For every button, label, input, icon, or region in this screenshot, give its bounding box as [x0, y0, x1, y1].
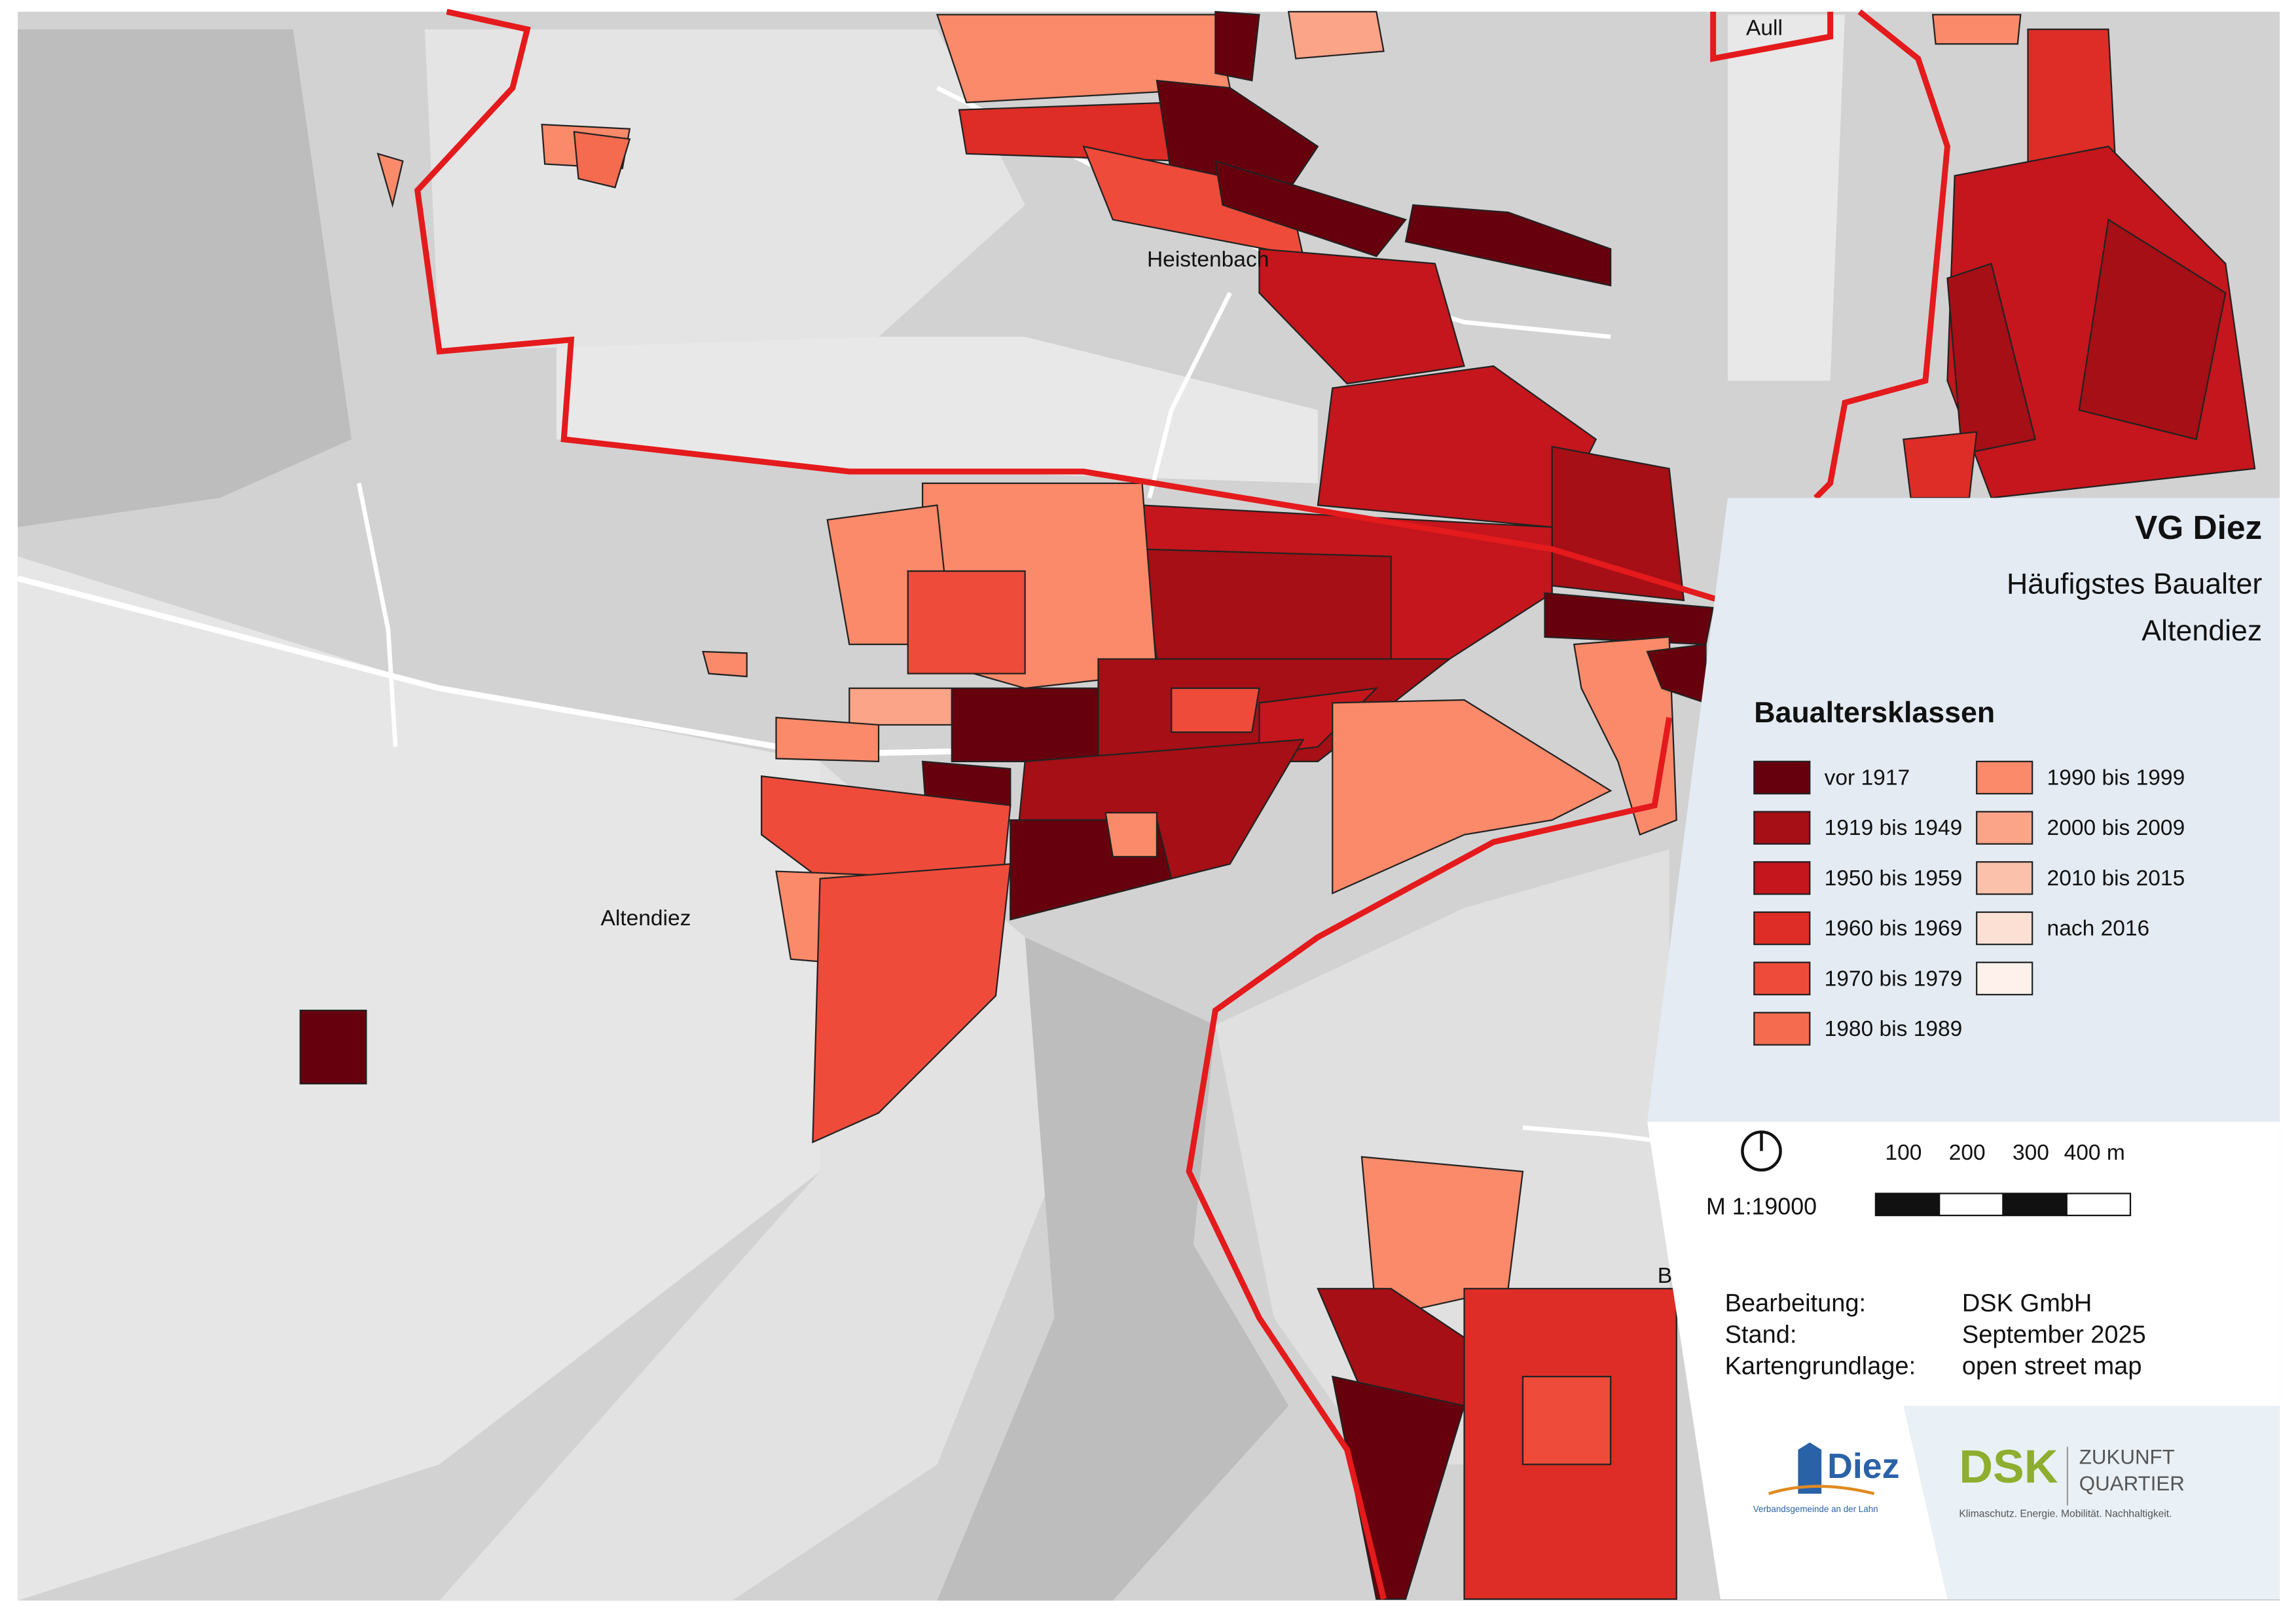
legend-swatch	[1753, 760, 1811, 795]
scale-label: 400 m	[2064, 1141, 2125, 1165]
legend-swatch	[1976, 961, 2033, 995]
panel-title: VG Diez	[2135, 508, 2262, 546]
legend-swatch	[1753, 1012, 1811, 1046]
legend-label: 2000 bis 2009	[2047, 816, 2185, 840]
place-label: Altendiez	[600, 906, 691, 931]
scale-label: 300	[2013, 1141, 2049, 1165]
legend: vor 1917 1919 bis 1949 1950 bis 1959 1960 b…	[1753, 760, 2185, 1046]
legend-swatch	[1976, 811, 2033, 845]
legend-swatch	[1976, 760, 2033, 795]
place-label: Heistenbach	[1147, 248, 1269, 272]
scale-labels: 100 200 300 400 m	[1885, 1141, 2124, 1165]
legend-label: 1919 bis 1949	[1825, 816, 1963, 840]
legend-swatch	[1976, 861, 2033, 895]
legend-label: 1960 bis 1969	[1825, 917, 1963, 941]
legend-label: 2010 bis 2015	[2047, 866, 2185, 891]
boundary	[1813, 9, 1951, 500]
credit-value: September 2025	[1962, 1321, 2146, 1349]
boundary	[414, 9, 1722, 604]
legend-label: 1950 bis 1959	[1825, 866, 1963, 891]
legend-title: Baualtersklassen	[1754, 697, 1995, 729]
logo-dsk: DSK	[1959, 1441, 2058, 1493]
legend-swatch	[1753, 811, 1811, 845]
panel	[1647, 498, 2280, 1599]
credits: Bearbeitung: DSK GmbH Stand: September 2025…	[1725, 1290, 2146, 1380]
place-label: B	[1658, 1264, 1672, 1288]
credit-value: DSK GmbH	[1962, 1290, 2092, 1318]
legend-label: 1990 bis 1999	[2047, 766, 2185, 790]
logo-dsk-line: ZUKUNFT	[2079, 1446, 2175, 1469]
credit-value: open street map	[1962, 1353, 2142, 1380]
credit-label: Stand:	[1725, 1321, 1797, 1349]
boundary	[1186, 717, 1673, 1600]
panel-subtitle: Altendiez	[2141, 615, 2262, 647]
place-label: Aull	[1746, 16, 1783, 41]
legend-label: 1980 bis 1989	[1825, 1017, 1963, 1041]
panel-subtitle: Häufigstes Baualter	[2007, 568, 2262, 600]
scale-label: 100	[1885, 1141, 1922, 1165]
logo-dsk-sub: Klimaschutz. Energie. Mobilität. Nachhal…	[1959, 1508, 2172, 1519]
credit-label: Kartengrundlage:	[1725, 1353, 1916, 1380]
legend-swatch	[1753, 861, 1811, 895]
buildings	[299, 10, 2256, 1600]
logo-dsk-line: QUARTIER	[2079, 1472, 2185, 1495]
legend-label: 1970 bis 1979	[1825, 967, 1963, 991]
boundary	[1710, 11, 1834, 62]
scale-ratio: M 1:19000	[1706, 1193, 1817, 1219]
legend-label: nach 2016	[2047, 917, 2150, 941]
legend-swatch	[1976, 911, 2033, 946]
legend-swatch	[1753, 911, 1811, 946]
logo-diez-sub: Verbandsgemeinde an der Lahn	[1753, 1504, 1878, 1514]
legend-label: vor 1917	[1825, 766, 1910, 790]
scale-label: 200	[1949, 1141, 1986, 1165]
credit-label: Bearbeitung:	[1725, 1290, 1867, 1318]
legend-swatch	[1753, 961, 1811, 995]
logo-diez: Diez	[1827, 1447, 1899, 1486]
